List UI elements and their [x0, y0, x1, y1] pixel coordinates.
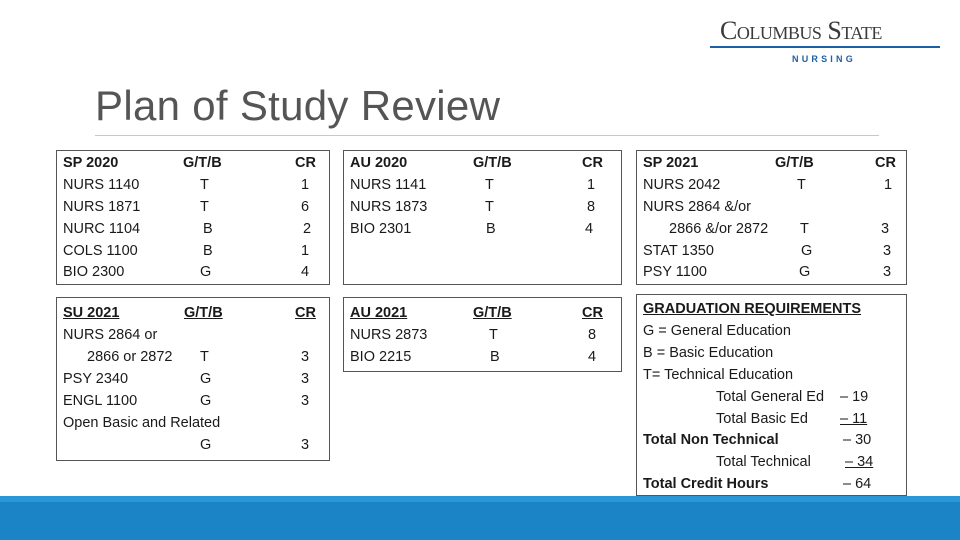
page-title: Plan of Study Review [95, 82, 501, 129]
course-type: G [799, 264, 811, 280]
course-type: B [490, 349, 500, 365]
logo-wordmark: Columbus State [720, 16, 882, 45]
term-box-sp2020: SP 2020 G/T/B CR NURS 1140 T 1 NURS 1871… [56, 150, 330, 285]
course-name: NURS 1871 [63, 199, 141, 215]
gtb-heading: G/T/B [184, 305, 223, 321]
course-name: NURS 2864 or [63, 327, 158, 343]
total-label: Total Basic Ed [716, 411, 808, 427]
legend-basic: B = Basic Education [643, 345, 774, 361]
term-heading: AU 2021 [350, 305, 408, 321]
term-box-au2020: AU 2020 G/T/B CR NURS 1141 T 1 NURS 1873… [343, 150, 622, 285]
total-value: – 34 [845, 454, 874, 470]
course-type: T [797, 177, 806, 193]
course-credits: 1 [587, 177, 596, 193]
course-name: PSY 1100 [643, 264, 707, 280]
gtb-heading: G/T/B [775, 155, 814, 171]
course-name: BIO 2215 [350, 349, 412, 365]
course-name: NURS 1140 [63, 177, 140, 193]
course-credits: 3 [883, 243, 892, 259]
term-heading: AU 2020 [350, 155, 408, 171]
course-credits: 6 [301, 199, 310, 215]
course-credits: 3 [301, 349, 310, 365]
term-heading: SP 2020 [63, 155, 119, 171]
title-divider [95, 135, 879, 136]
course-name: ENGL 1100 [63, 393, 138, 409]
term-box-su2021: SU 2021 G/T/B CR NURS 2864 or 2866 or 28… [56, 297, 330, 461]
credit-heading: CR [295, 305, 316, 321]
course-credits: 1 [301, 243, 310, 259]
term-box-sp2021: SP 2021 G/T/B CR NURS 2042 T 1 NURS 2864… [636, 150, 907, 285]
course-credits: 4 [301, 264, 310, 280]
credit-heading: CR [582, 155, 603, 171]
course-credits: 4 [588, 349, 597, 365]
course-credits: 3 [301, 437, 310, 453]
total-label: Total Credit Hours [643, 476, 769, 492]
course-name: NURS 1141 [350, 177, 427, 193]
footer-accent [0, 496, 960, 502]
course-type: T [200, 349, 209, 365]
footer-bar [0, 496, 960, 540]
total-value: – 64 [843, 476, 872, 492]
course-name: PSY 2340 [63, 371, 129, 387]
columbus-state-logo: Columbus State NURSING [710, 14, 942, 66]
total-value: – 11 [840, 411, 868, 427]
course-name: STAT 1350 [643, 243, 714, 259]
course-type: T [485, 177, 494, 193]
course-type: B [486, 221, 496, 237]
logo-divider [710, 46, 940, 48]
course-credits: 4 [585, 221, 594, 237]
course-type: B [203, 243, 213, 259]
course-name: NURS 2873 [350, 327, 428, 343]
course-name: NURS 2042 [643, 177, 721, 193]
course-name: COLS 1100 [63, 243, 138, 259]
credit-heading: CR [875, 155, 896, 171]
course-type: B [203, 221, 213, 237]
course-type: T [200, 177, 209, 193]
course-name: BIO 2301 [350, 221, 412, 237]
gtb-heading: G/T/B [183, 155, 222, 171]
course-credits: 3 [301, 393, 310, 409]
course-type: G [200, 371, 212, 387]
course-name: NURS 1873 [350, 199, 428, 215]
legend-technical: T= Technical Education [643, 367, 794, 383]
total-label: Total General Ed [716, 389, 825, 405]
course-credits: 3 [301, 371, 310, 387]
gtb-heading: G/T/B [473, 155, 512, 171]
total-value: – 30 [843, 432, 872, 448]
course-name: 2866 or 2872 [87, 349, 173, 365]
total-label: Total Non Technical [643, 432, 779, 448]
course-credits: 8 [587, 199, 596, 215]
course-credits: 1 [301, 177, 310, 193]
course-credits: 8 [588, 327, 597, 343]
course-credits: 3 [881, 221, 890, 237]
course-name: Open Basic and Related [63, 415, 221, 431]
course-type: G [200, 393, 212, 409]
course-type: G [200, 437, 212, 453]
course-name: BIO 2300 [63, 264, 125, 280]
total-label: Total Technical [716, 454, 811, 470]
graduation-requirements-box: GRADUATION REQUIREMENTS G = General Educ… [636, 294, 907, 496]
course-type: T [489, 327, 498, 343]
course-name: NURC 1104 [63, 221, 141, 237]
course-credits: 2 [303, 221, 312, 237]
term-heading: SP 2021 [643, 155, 699, 171]
course-credits: 1 [884, 177, 893, 193]
gtb-heading: G/T/B [473, 305, 512, 321]
course-type: G [200, 264, 212, 280]
legend-general: G = General Education [643, 323, 791, 339]
total-value: – 19 [840, 389, 869, 405]
credit-heading: CR [295, 155, 316, 171]
course-name: 2866 &/or 2872 [669, 221, 769, 237]
credit-heading: CR [582, 305, 603, 321]
logo-subtitle: NURSING [792, 54, 856, 64]
course-credits: 3 [883, 264, 892, 280]
term-heading: SU 2021 [63, 305, 120, 321]
course-name: NURS 2864 &/or [643, 199, 751, 215]
course-type: T [200, 199, 209, 215]
course-type: G [801, 243, 813, 259]
term-box-au2021: AU 2021 G/T/B CR NURS 2873 T 8 BIO 2215 … [343, 297, 622, 372]
course-type: T [800, 221, 809, 237]
course-type: T [485, 199, 494, 215]
grad-heading: GRADUATION REQUIREMENTS [643, 301, 862, 317]
